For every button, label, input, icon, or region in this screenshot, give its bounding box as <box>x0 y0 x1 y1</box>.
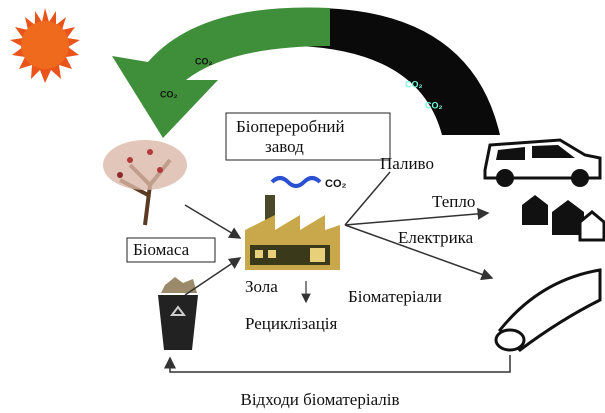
arrow <box>185 258 240 295</box>
car <box>485 140 600 187</box>
recycling-label: Рециклізація <box>245 314 338 333</box>
plant-title: завод <box>265 137 304 156</box>
smoke-label: CO₂ <box>325 178 347 190</box>
sun <box>10 8 80 83</box>
arrow <box>345 213 488 225</box>
co2-label: CO₂ <box>425 100 443 110</box>
factory <box>245 178 340 270</box>
paper-roll <box>496 270 600 350</box>
arrow <box>185 205 240 238</box>
houses <box>522 195 604 240</box>
diagram: CO₂ CO₂ CO₂ CO₂ Біопереробний завод CO₂ … <box>0 0 605 413</box>
fuel-label: Паливо <box>380 154 434 173</box>
co2-label: CO₂ <box>195 56 213 66</box>
waste-arrow <box>170 355 510 372</box>
tree <box>103 140 187 225</box>
waste-label: Відходи біоматеріалів <box>241 390 400 409</box>
recycle-bin <box>158 277 198 350</box>
biomass-label: Біомаса <box>133 240 190 259</box>
ash-label: Зола <box>245 277 278 296</box>
arrow <box>345 172 390 225</box>
co2-label: CO₂ <box>160 89 178 99</box>
co2-label: CO₂ <box>405 79 423 89</box>
plant-title: Біопереробний <box>236 117 345 136</box>
heat-label: Тепло <box>432 192 475 211</box>
biomaterials-label: Біоматеріали <box>348 287 442 306</box>
electricity-label: Електрика <box>398 228 474 247</box>
